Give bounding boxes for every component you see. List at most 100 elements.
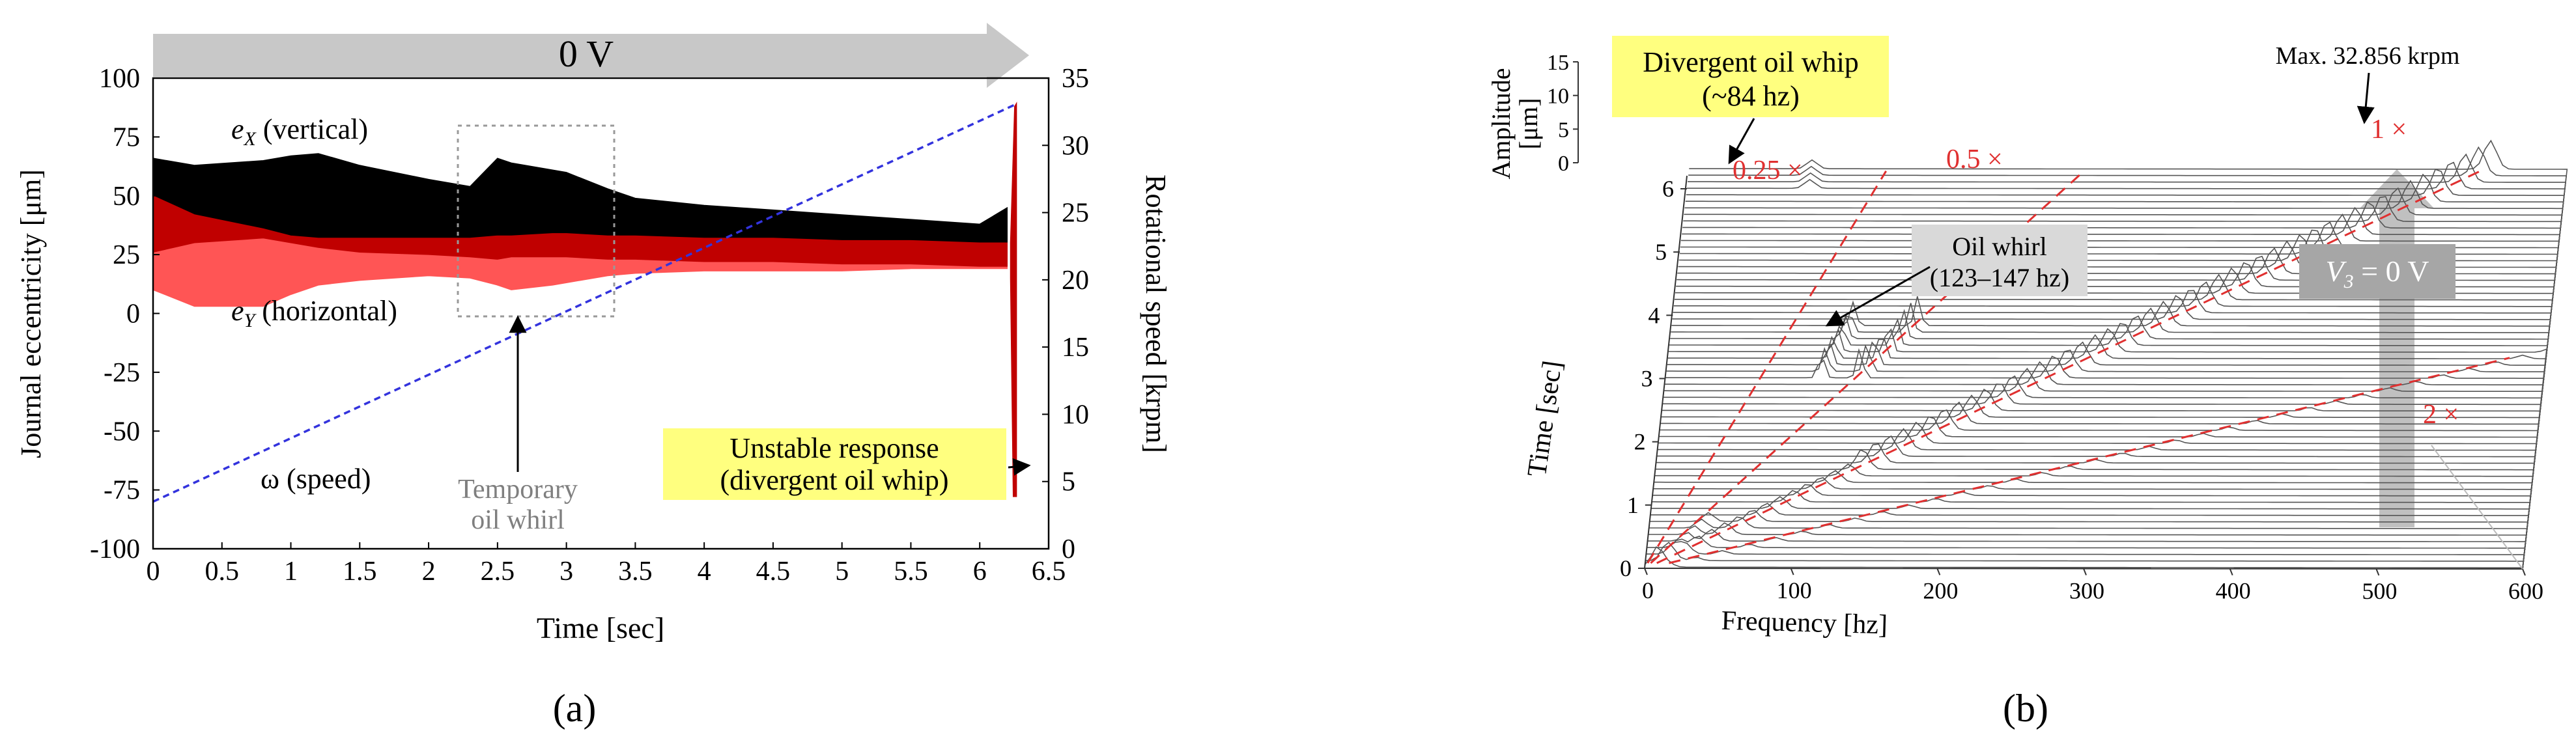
order-label: 0.25 × — [1733, 156, 1803, 186]
waterfall-trace — [1654, 470, 2533, 570]
y2-tick-label: 15 — [1062, 333, 1089, 363]
panel-a: 0 V 0 0.5 1 1.5 2 2.5 3 3.5 4 4.5 5 5.5 6 6.510075502… — [15, 23, 1172, 730]
waterfall-trace — [1644, 546, 2523, 569]
banner-arrow — [153, 23, 1029, 88]
time-tick-label: 1 — [1627, 492, 1639, 518]
waterfall-trace — [1685, 173, 2564, 570]
waterfall-trace — [1657, 435, 2536, 570]
x-tick-label: 0 — [147, 557, 160, 587]
freq-tick — [2522, 568, 2526, 576]
freq-tick — [1936, 568, 1941, 575]
order-line — [1669, 357, 2510, 564]
x-tick-label: 2 — [422, 557, 436, 587]
freq-tick-label: 600 — [2508, 578, 2543, 604]
waterfall-trace — [1656, 443, 2535, 570]
waterfall-trace — [1673, 281, 2553, 570]
freq-axis-far — [2431, 445, 2523, 570]
x-tick-label: 6 — [973, 557, 987, 587]
x-tick-label: 1 — [284, 557, 298, 587]
time-tick-label: 3 — [1641, 366, 1653, 392]
waterfall-trace — [1649, 510, 2528, 570]
axis-b-xlabel: Frequency [hz] — [1721, 606, 1888, 641]
waterfall-trace — [1655, 449, 2534, 570]
waterfall-trace — [1663, 383, 2541, 570]
time-tick-label: 6 — [1662, 176, 1674, 202]
series-speed-line — [153, 104, 1015, 503]
panel-b: 0 100 200 300 400 500 600 0 1 2 3 4 5 6 15 10 5 0 Frequen… — [1486, 36, 2568, 730]
time-tick-label: 2 — [1634, 429, 1646, 455]
waterfall-trace — [1660, 409, 2539, 570]
waterfall-trace — [1680, 214, 2560, 570]
axis-a-ylabel: Journal eccentricity [μm] — [15, 169, 47, 458]
y-tick-label: -50 — [104, 417, 140, 447]
waterfall-trace — [1652, 490, 2531, 570]
label-unstable-1: Unstable response — [729, 432, 939, 464]
freq-tick — [1790, 568, 1794, 575]
time-tick-label: 0 — [1620, 555, 1632, 581]
order-labels: 0.25 × 0.5 × 1 × 2 × — [1733, 115, 2459, 430]
waterfall-trace — [1658, 428, 2536, 570]
waterfall-trace — [1686, 161, 2566, 570]
plot-a-series — [153, 102, 1017, 503]
waterfall-trace — [1684, 187, 2563, 570]
waterfall-trace — [1649, 516, 2528, 570]
waterfall-trace — [1666, 344, 2545, 570]
x-tick-label: 3.5 — [618, 557, 653, 587]
amp-tick-label: 0 — [1558, 152, 1569, 176]
y2-tick-label: 0 — [1062, 534, 1075, 564]
label-temporary-2: oil whirl — [471, 505, 565, 535]
axis-a-xlabel: Time [sec] — [537, 611, 664, 644]
waterfall-trace — [1671, 303, 2550, 570]
unstable-spike — [1010, 102, 1017, 497]
y-tick-label: 0 — [126, 299, 140, 329]
freq-tick-label: 200 — [1923, 577, 1958, 603]
freq-tick — [2375, 568, 2380, 576]
order-label: 0.5 × — [1946, 145, 2003, 174]
waterfall-trace — [1648, 522, 2527, 570]
waterfall-trace — [1683, 196, 2562, 570]
freq-tick-label: 400 — [2216, 578, 2251, 604]
order-line — [1647, 171, 1887, 564]
label-unstable-2: (divergent oil whip) — [720, 464, 948, 496]
freq-tick — [2083, 568, 2087, 575]
axis-b-ylabel: Time [sec] — [1522, 359, 1568, 478]
waterfall-trace — [1664, 367, 2543, 570]
v3-callout-box — [2299, 244, 2456, 299]
waterfall-trace — [1673, 290, 2552, 570]
axis-b-zlabel-2: [μm] — [1514, 98, 1543, 149]
waterfall-trace — [1686, 169, 2565, 570]
v3-arrow — [2360, 169, 2434, 527]
freq-tick-label: 500 — [2362, 578, 2397, 604]
panel-b-label: (b) — [2003, 687, 2048, 730]
waterfall-trace — [1682, 206, 2560, 570]
waterfall-trace — [1660, 401, 2540, 570]
plot-a-ticks: 0 0.5 1 1.5 2 2.5 3 3.5 4 4.5 5 5.5 6 6.51007550250-2… — [90, 64, 1089, 587]
y2-tick-label: 20 — [1062, 266, 1089, 296]
x-tick-label: 4 — [698, 557, 711, 587]
waterfall-trace — [1654, 463, 2534, 570]
waterfall-trace — [1671, 296, 2551, 570]
waterfall-trace — [1682, 201, 2562, 570]
waterfall-trace — [1667, 334, 2547, 570]
waterfall-trace — [1650, 503, 2529, 570]
freq-tick-label: 100 — [1777, 577, 1812, 603]
y-tick-label: -75 — [104, 476, 140, 506]
order-label: 2 × — [2423, 400, 2459, 430]
waterfall-trace — [1658, 421, 2538, 570]
waterfall-trace — [1645, 542, 2524, 570]
waterfall-trace — [1684, 180, 2564, 570]
max-arrow — [2357, 72, 2375, 124]
time-tick-label: 4 — [1648, 302, 1660, 328]
y2-tick-label: 5 — [1062, 467, 1075, 497]
waterfall-trace — [1663, 375, 2542, 570]
x-tick-label: 2.5 — [481, 557, 515, 587]
order-line — [1656, 171, 2480, 564]
waterfall-trace — [1688, 153, 2566, 570]
y2-tick-label: 10 — [1062, 400, 1089, 430]
y-tick-label: 50 — [113, 182, 140, 212]
waterfall-trace — [1646, 541, 2525, 570]
waterfall-trace — [1676, 262, 2555, 570]
waterfall-trace — [1647, 529, 2526, 570]
x-tick-label: 3 — [559, 557, 573, 587]
